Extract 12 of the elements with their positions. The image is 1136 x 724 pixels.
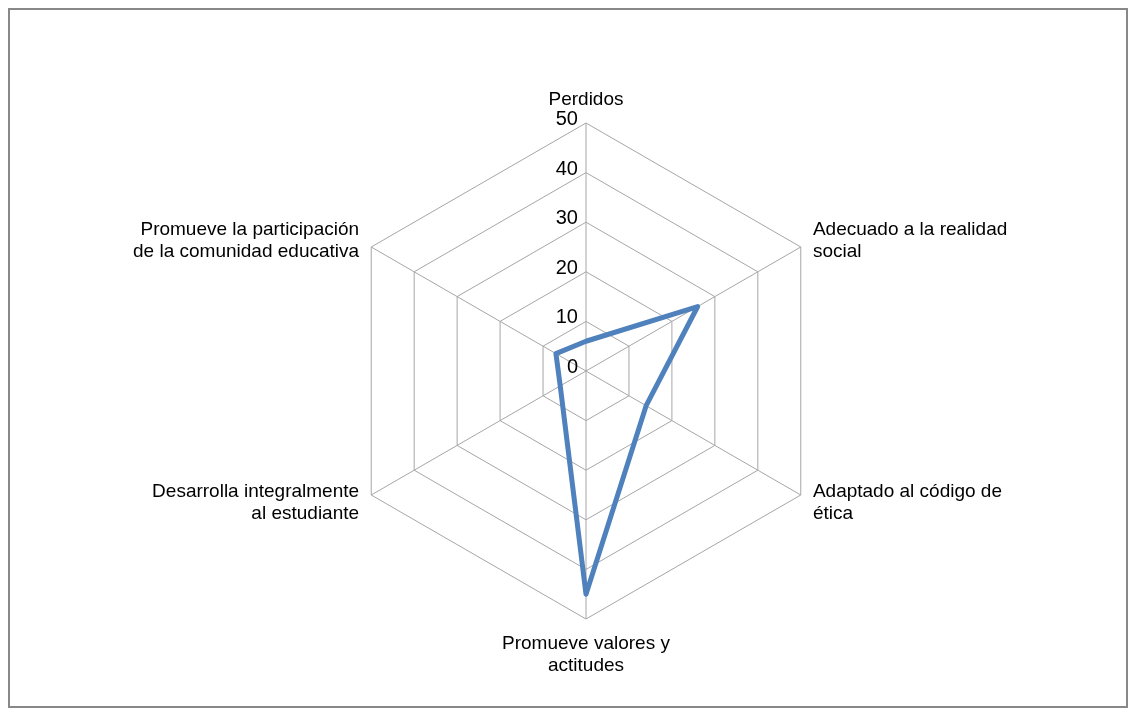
spoke-label: Promueve valores y actitudes <box>502 632 671 675</box>
y-tick-label: 50 <box>555 107 578 129</box>
y-tick-label: 30 <box>555 206 578 229</box>
y-tick-label: 20 <box>555 255 578 278</box>
y-tick-label: 0 <box>566 355 578 377</box>
spoke-label: Adecuado a la realidad social <box>812 218 1008 261</box>
spoke-label: Promueve la participación de la comunidad educativa <box>133 218 360 261</box>
spoke-label: Desarrolla integralmente al estudiante <box>152 480 360 523</box>
spoke-label: Adaptado al código de ética <box>812 480 1003 523</box>
y-tick-label: 10 <box>555 305 578 328</box>
spoke-label: Perdidos <box>548 88 624 109</box>
y-tick-label: 40 <box>555 156 578 179</box>
